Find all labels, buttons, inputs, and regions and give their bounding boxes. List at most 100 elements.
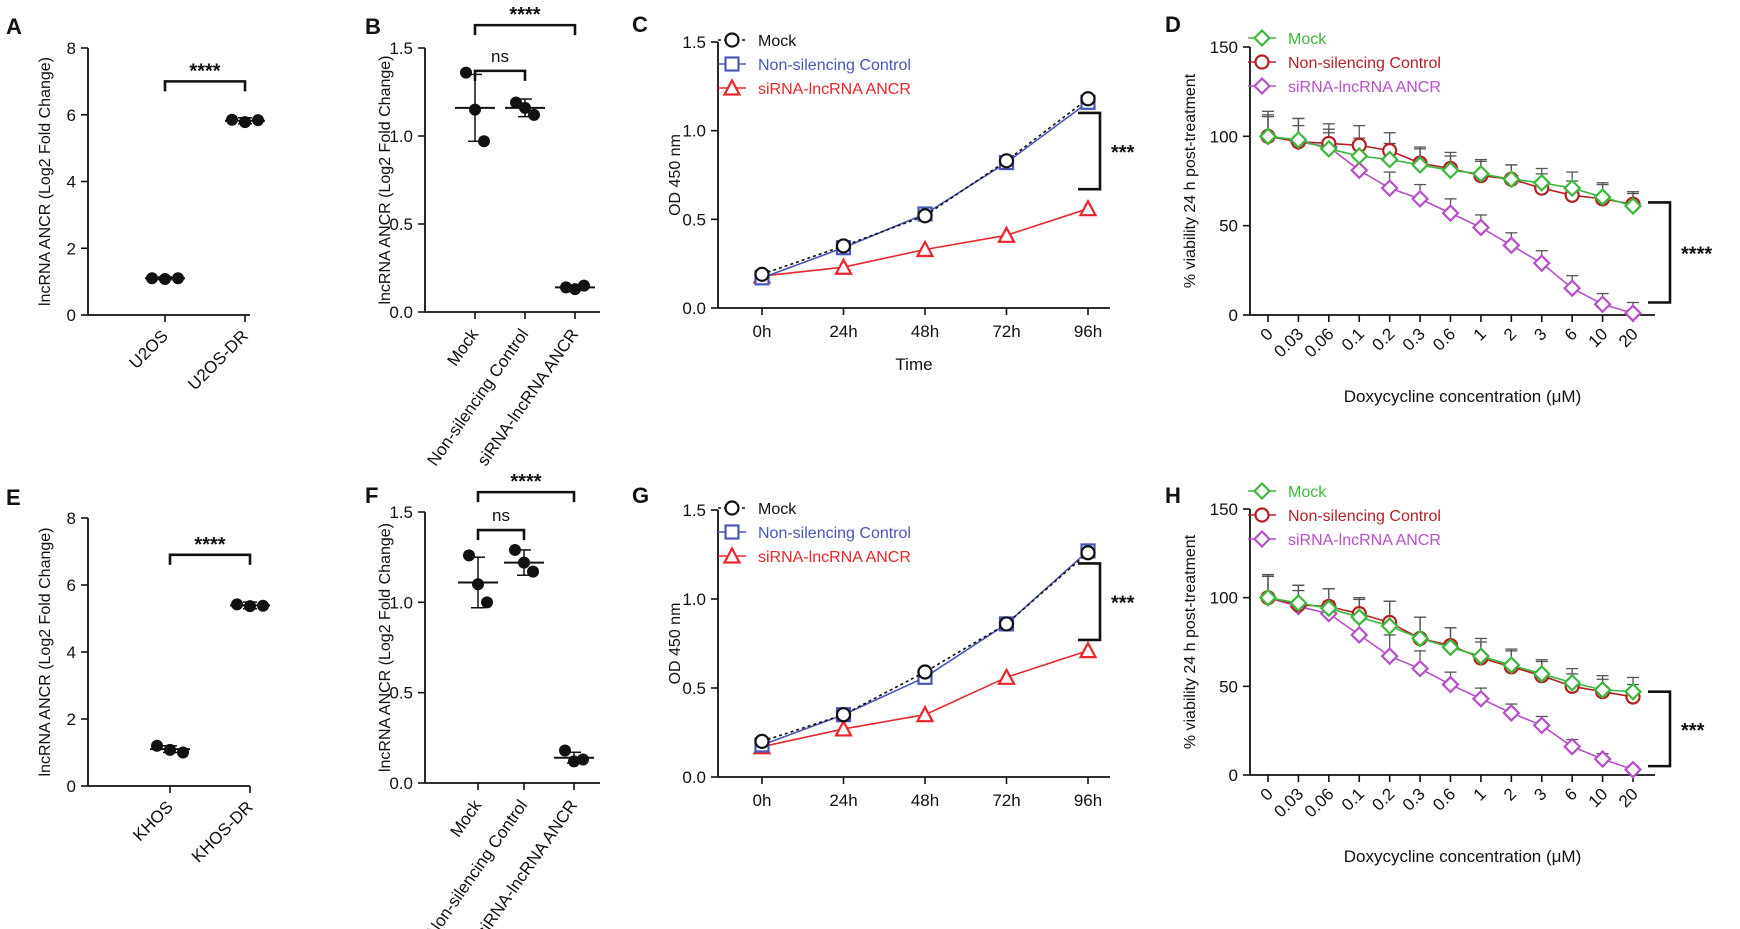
x-tick-label: 0h [753,322,772,341]
legend-marker [724,56,740,72]
series-marker [1411,189,1430,208]
y-tick-label: 150 [1210,38,1238,57]
series-marker [1411,629,1430,648]
y-axis-label: lncRNA ANCR (Log2 Fold Change) [377,55,394,304]
significance-label: ns [492,506,510,525]
x-tick-label: 0.2 [1368,784,1398,814]
significance-bracket [1078,111,1102,191]
series-marker [1411,659,1430,678]
y-axis-label: % viability 24 h post-treatment [1182,534,1199,749]
panel-label: A [6,14,22,39]
y-tick-label: 8 [67,39,76,58]
series-marker [998,616,1015,632]
legend-marker [724,524,740,540]
y-tick-label: 0.0 [389,303,413,322]
panel-a: A 0 2 4 6 8 lncRNA ANCR (Log2 Fold Change) U2OS… [6,14,265,394]
x-tick-label: 0.6 [1429,324,1459,354]
y-axis-label: OD 450 nm [667,134,684,216]
x-tick-label: 72h [992,791,1020,810]
series-marker [1080,91,1096,107]
legend-marker [722,78,742,96]
panel-c: C 0.0 0.5 1.0 1.5 OD 450 nm 0h 24h 48h 72h 96h Time… [632,12,1135,374]
panel-label: C [632,12,648,37]
legend-label: Mock [758,33,797,50]
x-tick-label: 0.6 [1429,784,1459,814]
legend-marker [724,500,740,516]
series-marker [1289,593,1308,613]
legend-marker [1252,28,1272,48]
y-tick-label: 6 [67,576,76,595]
data-point [578,279,590,292]
y-tick-label: 0 [67,777,76,796]
significance-bracket [163,80,247,92]
series-marker [1289,130,1308,149]
y-tick-label: 2 [67,710,76,729]
series-marker [1471,218,1490,237]
x-axis-label: Doxycycline concentration (μM) [1344,387,1582,406]
series-marker [835,707,852,723]
series-marker [997,667,1016,685]
y-tick-label: 6 [67,106,76,125]
legend-marker [1252,529,1272,549]
series-marker [1441,638,1460,657]
x-tick-label: 20 [1615,324,1642,351]
panel-label: E [6,485,21,510]
x-tick-label: 72h [992,322,1020,341]
y-tick-label: 100 [1210,127,1238,146]
legend-label: Non-silencing Control [1288,55,1441,72]
panel-label: B [365,14,381,39]
series-marker [1258,127,1278,146]
data-point [519,101,531,114]
data-point [460,66,472,79]
significance-bracket [1648,690,1672,768]
data-point [559,744,571,757]
legend-marker [1252,76,1272,96]
legend-label: Non-silencing Control [1288,508,1441,525]
significance-bracket [1648,201,1672,304]
data-point [528,108,540,121]
series-marker [1319,139,1338,158]
y-tick-label: 0.0 [682,299,706,318]
series-marker [917,208,933,224]
x-tick-label: U2OS [126,326,172,372]
legend-label: siRNA-lncRNA ANCR [1288,532,1441,549]
data-point [463,549,475,562]
series-marker [1441,161,1460,180]
y-tick-label: 0.5 [389,684,413,703]
x-tick-label: U2OS-DR [184,326,252,394]
series-marker [1441,675,1460,694]
series-marker [835,238,852,254]
x-tick-label: 24h [829,322,857,341]
series-marker [1532,254,1551,273]
series-marker [915,704,935,723]
significance-label: *** [1681,720,1705,742]
legend-label: siRNA-lncRNA ANCR [758,81,911,98]
series-marker [1078,640,1098,659]
x-tick-label: 10 [1585,324,1612,351]
x-tick-label: 0.2 [1368,324,1398,354]
series-marker [1563,279,1582,298]
data-point [226,113,238,126]
data-point [481,596,493,609]
series-marker [1623,196,1643,216]
x-tick-label: 0h [753,791,772,810]
series-marker [1532,173,1551,192]
y-axis-label: OD 450 nm [667,603,684,685]
x-tick-label: 2 [1500,784,1520,804]
legend-label: Mock [1288,31,1327,48]
significance-label: **** [510,471,541,493]
series-marker [1593,188,1612,207]
y-tick-label: 1.0 [389,127,413,146]
x-tick-label: Mock [446,796,485,841]
data-point [239,116,251,129]
data-point [151,739,163,752]
y-axis-label: lncRNA ANCR (Log2 Fold Change) [37,527,54,776]
y-tick-label: 0.5 [682,679,706,698]
significance-bracket [476,490,576,503]
y-tick-label: 1.5 [682,501,706,520]
x-tick-label: 0.03 [1270,324,1307,361]
series-marker [1502,703,1521,722]
y-tick-label: 2 [67,239,76,258]
